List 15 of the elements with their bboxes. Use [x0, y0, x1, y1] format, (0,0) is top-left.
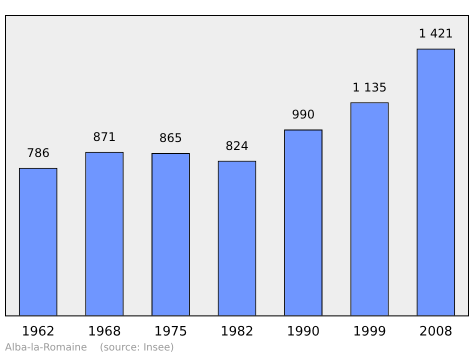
text: Alba-la-Romaine (source: Insee) — [5, 342, 174, 354]
data-label: 990 — [292, 108, 315, 122]
x-tick-label: 1962 — [22, 324, 55, 340]
x-tick-label: 1982 — [220, 324, 254, 340]
x-tick-label: 1999 — [353, 324, 386, 340]
x-tick-label: 1975 — [154, 324, 188, 340]
data-label: 824 — [226, 138, 248, 153]
data-label: 786 — [26, 146, 50, 160]
data-label: 1 421 — [418, 26, 454, 41]
data-label: 865 — [159, 131, 182, 146]
x-tick-label: 1990 — [286, 324, 320, 340]
x-tick-label: 2008 — [419, 324, 452, 340]
data-label: 1 135 — [352, 80, 387, 94]
data-label: 871 — [92, 130, 116, 144]
x-tick-label: 1968 — [88, 324, 121, 340]
